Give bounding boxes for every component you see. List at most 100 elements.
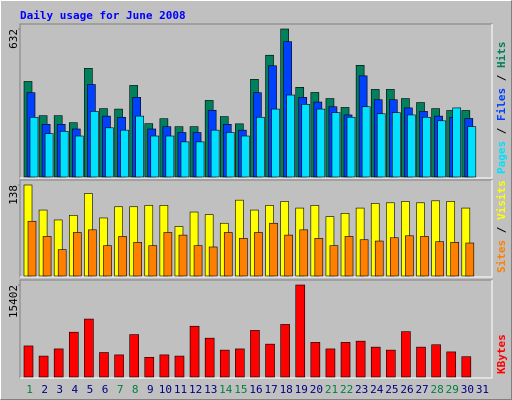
bar xyxy=(401,331,411,378)
x-tick-label: 29 xyxy=(446,383,459,396)
bar xyxy=(437,120,446,178)
x-tick-label: 27 xyxy=(415,383,428,396)
bar xyxy=(314,238,324,277)
y-tick-label: 632 xyxy=(7,29,20,49)
x-tick-label: 21 xyxy=(325,383,338,396)
bar xyxy=(144,356,155,378)
legend-entry: KBytes xyxy=(495,334,508,374)
x-tick-label: 5 xyxy=(87,383,94,396)
bar xyxy=(53,348,64,378)
bar xyxy=(452,107,462,178)
bar xyxy=(359,239,369,277)
bar xyxy=(133,242,142,277)
bar xyxy=(135,115,144,178)
bar xyxy=(180,141,190,178)
legend: KBytes xyxy=(495,334,508,374)
legend-entry: Hits xyxy=(495,42,508,69)
bar xyxy=(331,112,341,178)
bar xyxy=(120,129,129,178)
bar xyxy=(84,318,94,378)
bar xyxy=(422,116,431,178)
bar xyxy=(165,135,175,178)
bar xyxy=(370,346,381,378)
bar xyxy=(225,132,235,178)
bar xyxy=(208,246,218,277)
x-tick-label: 12 xyxy=(189,383,202,396)
bar xyxy=(44,133,54,178)
bar xyxy=(99,352,109,378)
bar xyxy=(405,235,414,277)
bar xyxy=(241,135,250,178)
bar xyxy=(74,135,84,178)
x-tick-label: 15 xyxy=(234,383,247,396)
bar xyxy=(239,238,248,277)
bar xyxy=(235,348,245,378)
bar xyxy=(407,114,416,178)
bar xyxy=(265,343,275,378)
bar xyxy=(310,342,321,378)
bar xyxy=(114,354,124,378)
legend: Sites / Visits xyxy=(495,180,508,273)
bar xyxy=(374,240,384,277)
bar xyxy=(250,330,260,378)
bar xyxy=(27,220,37,277)
bar xyxy=(195,141,205,178)
bar xyxy=(163,232,173,277)
bar xyxy=(193,245,203,277)
bar xyxy=(59,131,69,178)
legend-entry: Files xyxy=(495,88,508,121)
bar xyxy=(467,126,477,178)
x-tick-label: 13 xyxy=(204,383,217,396)
bar xyxy=(329,245,339,277)
bar xyxy=(223,232,233,277)
bar xyxy=(280,324,290,378)
x-tick-label: 19 xyxy=(295,383,308,396)
bar xyxy=(57,249,67,277)
bar xyxy=(150,135,160,178)
x-tick-label: 2 xyxy=(41,383,48,396)
x-tick-label: 9 xyxy=(147,383,154,396)
bar xyxy=(271,108,280,178)
bar xyxy=(450,242,460,277)
legend-entry: Pages xyxy=(495,141,508,174)
x-tick-label: 11 xyxy=(174,383,187,396)
x-tick-label: 4 xyxy=(72,383,79,396)
bar xyxy=(72,232,82,277)
bar xyxy=(286,94,295,178)
bar xyxy=(38,355,49,378)
y-tick-label: 15402 xyxy=(7,285,20,318)
bar xyxy=(148,245,158,277)
bar xyxy=(103,245,112,277)
y-tick-label: 138 xyxy=(7,185,20,205)
bar xyxy=(23,345,34,378)
bar xyxy=(284,234,293,277)
bar xyxy=(325,348,336,378)
bar xyxy=(254,232,263,277)
bar xyxy=(118,236,127,277)
x-tick-label: 3 xyxy=(56,383,63,396)
bar xyxy=(435,241,444,277)
panel-edge xyxy=(20,280,493,379)
x-tick-label: 30 xyxy=(461,383,474,396)
bar xyxy=(416,346,426,378)
bar xyxy=(386,349,396,378)
panel-edge xyxy=(20,24,493,179)
bar xyxy=(159,354,170,378)
x-tick-label: 20 xyxy=(310,383,323,396)
bar xyxy=(88,229,97,277)
bar xyxy=(129,334,139,378)
bar xyxy=(392,112,401,178)
bar xyxy=(295,284,306,378)
bar xyxy=(301,104,311,178)
bar xyxy=(269,222,278,277)
x-tick-label: 31 xyxy=(476,383,489,396)
x-tick-label: 10 xyxy=(159,383,172,396)
bar xyxy=(42,236,52,277)
legend-separator: / xyxy=(495,68,508,88)
legend-entry: Visits xyxy=(495,180,508,220)
x-tick-label: 22 xyxy=(340,383,353,396)
legend-entry: Sites xyxy=(495,240,508,273)
x-tick-label: 26 xyxy=(400,383,413,396)
